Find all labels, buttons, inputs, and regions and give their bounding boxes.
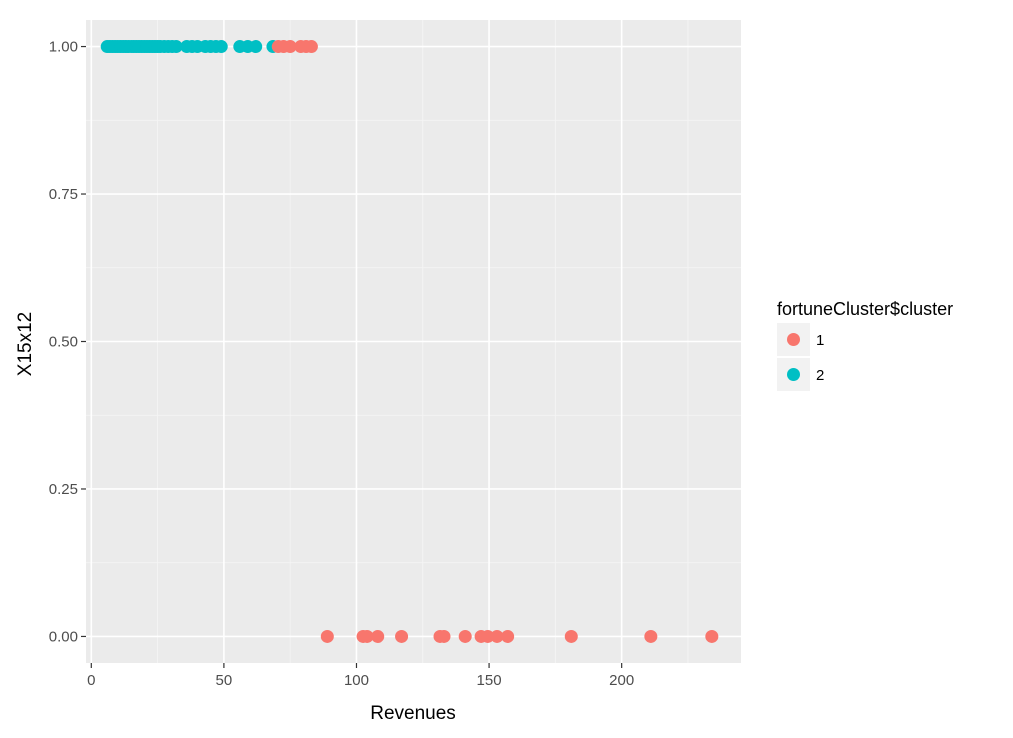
legend-title: fortuneCluster$cluster: [777, 299, 953, 319]
data-point-cluster-1: [458, 629, 472, 643]
data-point-cluster-1: [564, 629, 578, 643]
x-axis: 0 50 100 150 200: [87, 663, 634, 689]
data-point-cluster-1: [395, 629, 409, 643]
legend-key-1: [787, 333, 800, 346]
x-tick-label: 200: [609, 672, 634, 689]
data-point-cluster-1: [283, 40, 297, 54]
x-axis-title: Revenues: [370, 703, 456, 724]
legend-label-1: 1: [816, 332, 824, 349]
data-point-cluster-1: [371, 629, 385, 643]
major-gridlines: [86, 20, 741, 663]
data-point-cluster-2: [169, 40, 183, 54]
x-tick-label: 50: [216, 672, 233, 689]
y-tick-label: 0.00: [49, 628, 78, 645]
data-point-cluster-1: [437, 629, 451, 643]
legend-key-2: [787, 368, 800, 381]
data-point-cluster-1: [490, 629, 504, 643]
legend: fortuneCluster$cluster 1 2: [777, 299, 953, 391]
data-point-cluster-1: [644, 629, 658, 643]
data-point-cluster-2: [249, 40, 263, 54]
x-tick-label: 0: [87, 672, 95, 689]
x-tick-label: 150: [477, 672, 502, 689]
data-point-cluster-1: [481, 629, 495, 643]
data-point-cluster-1: [360, 629, 374, 643]
legend-label-2: 2: [816, 367, 824, 384]
data-point-cluster-2: [214, 40, 228, 54]
data-point-cluster-1: [501, 629, 515, 643]
data-point-cluster-1: [304, 40, 318, 54]
data-points: [100, 40, 719, 643]
y-tick-label: 1.00: [49, 39, 78, 56]
y-tick-label: 0.25: [49, 481, 78, 498]
y-tick-label: 0.50: [49, 334, 78, 351]
x-tick-label: 100: [344, 672, 369, 689]
data-point-cluster-1: [705, 629, 719, 643]
y-axis: 0.00 0.25 0.50 0.75 1.00: [49, 39, 86, 645]
y-tick-label: 0.75: [49, 186, 78, 203]
y-axis-title: X15x12: [15, 312, 36, 376]
data-point-cluster-1: [320, 629, 334, 643]
